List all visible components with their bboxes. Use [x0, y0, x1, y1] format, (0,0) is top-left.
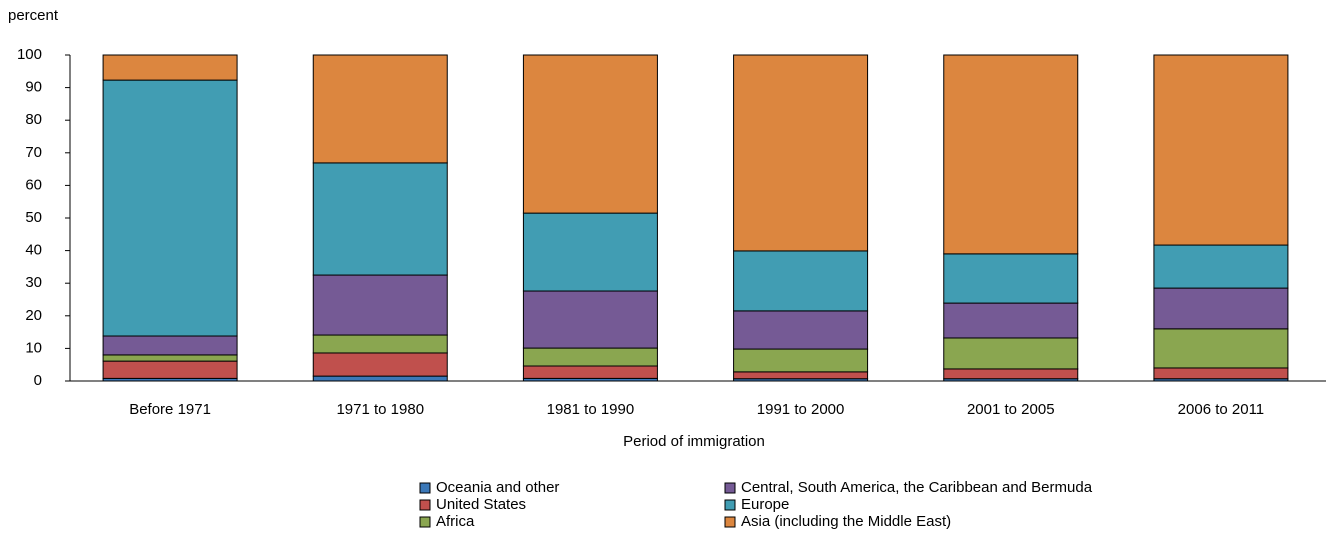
- bar-segment: [1153, 244, 1289, 289]
- bar-segment: [102, 354, 238, 362]
- y-tick-label: 10: [25, 339, 42, 356]
- bar-segment: [733, 310, 869, 350]
- x-tick-label: 2006 to 2011: [1178, 401, 1264, 418]
- bar-segment: [102, 335, 238, 356]
- x-tick-label: 2001 to 2005: [967, 401, 1055, 418]
- bar-segment: [312, 274, 448, 336]
- bar-segment: [733, 371, 869, 380]
- bar-segment: [522, 365, 658, 379]
- legend-label: United States: [436, 496, 526, 513]
- y-tick-label: 40: [25, 242, 42, 259]
- bar-segment: [522, 212, 658, 292]
- y-tick-label: 80: [25, 111, 42, 128]
- bar-segment: [522, 347, 658, 367]
- legend-label: Central, South America, the Caribbean an…: [741, 479, 1093, 496]
- legend-swatch: [724, 516, 736, 528]
- bar-segment: [312, 334, 448, 354]
- bar-segment: [943, 253, 1079, 304]
- bar-segment: [943, 368, 1079, 380]
- x-tick-label: Before 1971: [129, 401, 211, 418]
- bar-segment: [312, 352, 448, 377]
- bar-segment: [102, 79, 238, 337]
- legend-label: Asia (including the Middle East): [741, 513, 951, 530]
- x-tick-label: 1971 to 1980: [336, 401, 424, 418]
- y-tick-label: 50: [25, 209, 42, 226]
- legend-swatch: [724, 482, 736, 494]
- y-axis-label: percent: [8, 7, 59, 24]
- y-tick-label: 90: [25, 79, 42, 96]
- legend-label: Africa: [436, 513, 475, 530]
- bar-segment: [522, 54, 658, 214]
- bar-segment: [102, 360, 238, 379]
- legend-swatch: [724, 499, 736, 511]
- bar-segment: [102, 54, 238, 81]
- bar-segment: [1153, 367, 1289, 380]
- bar-segment: [733, 348, 869, 373]
- y-tick-label: 70: [25, 144, 42, 161]
- y-tick-label: 60: [25, 176, 42, 193]
- bar-segment: [1153, 54, 1289, 246]
- bar-segment: [312, 54, 448, 164]
- bar-segment: [943, 302, 1079, 339]
- bar-segment: [943, 54, 1079, 255]
- legend-swatch: [419, 516, 431, 528]
- legend-swatch: [419, 482, 431, 494]
- x-axis-title: Period of immigration: [623, 433, 765, 450]
- bar-segment: [733, 54, 869, 252]
- bar-segment: [733, 250, 869, 312]
- legend-label: Oceania and other: [436, 479, 559, 496]
- bar-segment: [1153, 328, 1289, 369]
- bar-segment: [522, 290, 658, 349]
- bar-segment: [312, 375, 448, 382]
- y-tick-label: 100: [17, 46, 42, 63]
- legend-label: Europe: [741, 496, 789, 513]
- bar-segment: [312, 162, 448, 276]
- x-tick-label: 1991 to 2000: [757, 401, 845, 418]
- legend-swatch: [419, 499, 431, 511]
- y-tick-label: 0: [34, 372, 42, 389]
- x-tick-label: 1981 to 1990: [547, 401, 635, 418]
- bar-segment: [1153, 287, 1289, 330]
- bar-segment: [943, 337, 1079, 370]
- y-tick-label: 30: [25, 274, 42, 291]
- y-tick-label: 20: [25, 307, 42, 324]
